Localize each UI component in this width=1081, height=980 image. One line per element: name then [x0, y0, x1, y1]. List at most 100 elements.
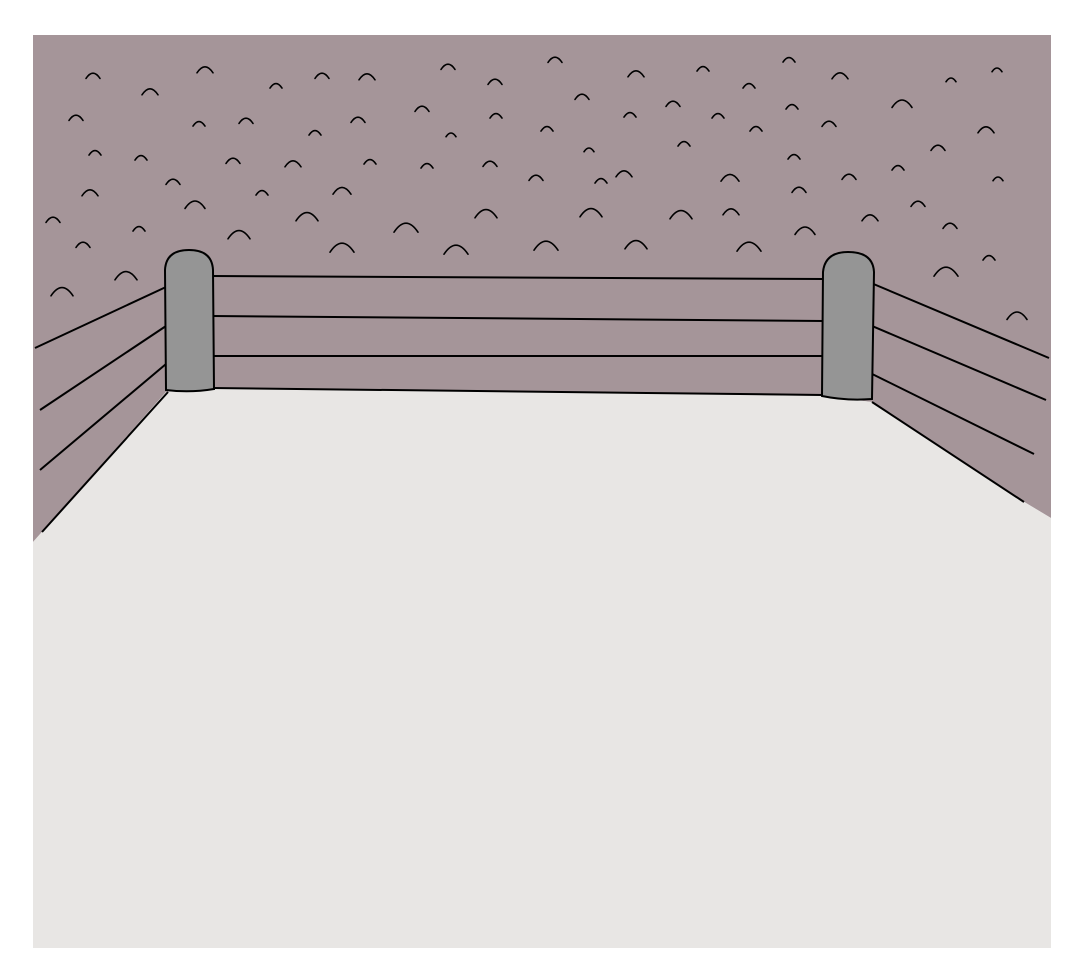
crowd-head	[165, 178, 181, 186]
crowd-head	[930, 144, 946, 152]
crowd-head	[665, 100, 681, 108]
right-ropes	[855, 279, 1050, 503]
crowd-head	[1006, 311, 1028, 321]
crowd-head	[982, 254, 996, 261]
crowd-head	[50, 286, 74, 297]
crowd-head	[443, 244, 469, 255]
crowd-head	[787, 153, 801, 160]
crowd-head	[332, 186, 352, 195]
left-rope-top	[34, 286, 167, 349]
left-rope-bottom	[39, 363, 167, 471]
crowd-head	[363, 158, 377, 165]
crowd-head	[711, 112, 725, 119]
crowd-head	[992, 176, 1004, 182]
right-rope-bottom	[855, 365, 1035, 455]
crowd-head	[623, 111, 637, 118]
crowd-head	[227, 229, 251, 240]
crowd-head	[68, 114, 84, 122]
crowd-head	[677, 140, 691, 147]
crowd-head	[933, 266, 959, 277]
crowd-head	[134, 154, 148, 161]
crowd-head	[482, 160, 498, 168]
left-rope-middle	[39, 325, 167, 411]
crowd-head	[977, 126, 995, 134]
crowd-head	[583, 147, 595, 153]
back-rope-middle	[211, 315, 825, 322]
back-apron-edge	[211, 387, 825, 396]
ring-canvas	[33, 388, 1051, 948]
crowd-head	[350, 116, 366, 124]
crowd-heads	[45, 56, 1028, 321]
crowd-head	[720, 173, 740, 182]
left-apron-edge	[41, 391, 169, 533]
crowd-head	[184, 200, 206, 210]
crowd-head	[736, 241, 762, 252]
crowd-head	[841, 173, 857, 181]
crowd-head	[942, 222, 958, 230]
right-corner-post	[820, 250, 876, 401]
crowd-head	[579, 207, 603, 218]
crowd-head	[831, 72, 849, 80]
crowd-head	[45, 216, 61, 224]
crowd-head	[785, 103, 799, 110]
crowd-head	[540, 125, 554, 132]
crowd-head	[314, 72, 330, 80]
crowd-head	[791, 186, 807, 194]
crowd-head	[991, 67, 1003, 73]
crowd-head	[533, 240, 559, 251]
crowd-head	[489, 112, 503, 119]
crowd-head	[669, 209, 693, 220]
back-ropes	[211, 275, 825, 396]
crowd-head	[627, 70, 645, 78]
crowd-head	[414, 105, 430, 113]
crowd-head	[308, 129, 322, 136]
crowd-head	[574, 93, 590, 101]
back-rope-top	[211, 275, 825, 280]
crowd-head	[945, 77, 957, 83]
crowd-head	[141, 88, 159, 96]
crowd-head	[255, 189, 269, 196]
crowd-head	[696, 65, 710, 72]
crowd-head	[358, 73, 376, 81]
crowd-head	[547, 56, 563, 64]
crowd-head	[742, 82, 756, 89]
crowd-head	[722, 208, 740, 216]
crowd-head	[624, 239, 648, 250]
right-rope-middle	[857, 319, 1047, 401]
crowd-background	[33, 35, 1051, 542]
right-apron-edge	[871, 401, 1025, 503]
crowd-head	[749, 125, 763, 132]
crowd-head	[85, 72, 101, 80]
crowd-head	[594, 177, 608, 184]
crowd-head	[487, 78, 503, 86]
crowd-head	[910, 200, 926, 208]
crowd-head	[794, 226, 816, 236]
crowd-head	[329, 242, 355, 253]
crowd-head	[861, 214, 879, 222]
crowd-head	[75, 241, 91, 249]
crowd-head	[782, 56, 796, 63]
crowd-head	[891, 99, 913, 109]
left-corner-post	[163, 248, 216, 393]
crowd-head	[269, 82, 283, 89]
crowd-head	[114, 270, 138, 281]
crowd-head	[615, 170, 633, 178]
crowd-head	[238, 117, 254, 125]
crowd-head	[891, 164, 905, 171]
crowd-head	[88, 149, 102, 156]
crowd-head	[81, 189, 99, 197]
crowd-head	[420, 162, 434, 169]
crowd-head	[528, 174, 544, 182]
crowd-head	[445, 132, 457, 138]
crowd-head	[192, 120, 206, 127]
crowd-head	[225, 157, 241, 165]
crowd-head	[821, 120, 837, 128]
right-rope-top	[863, 279, 1050, 359]
crowd-head	[295, 211, 319, 222]
crowd-head	[284, 160, 302, 168]
crowd-head	[393, 222, 419, 233]
crowd-head	[132, 225, 146, 232]
left-ropes	[34, 286, 169, 533]
crowd-head	[440, 63, 456, 71]
